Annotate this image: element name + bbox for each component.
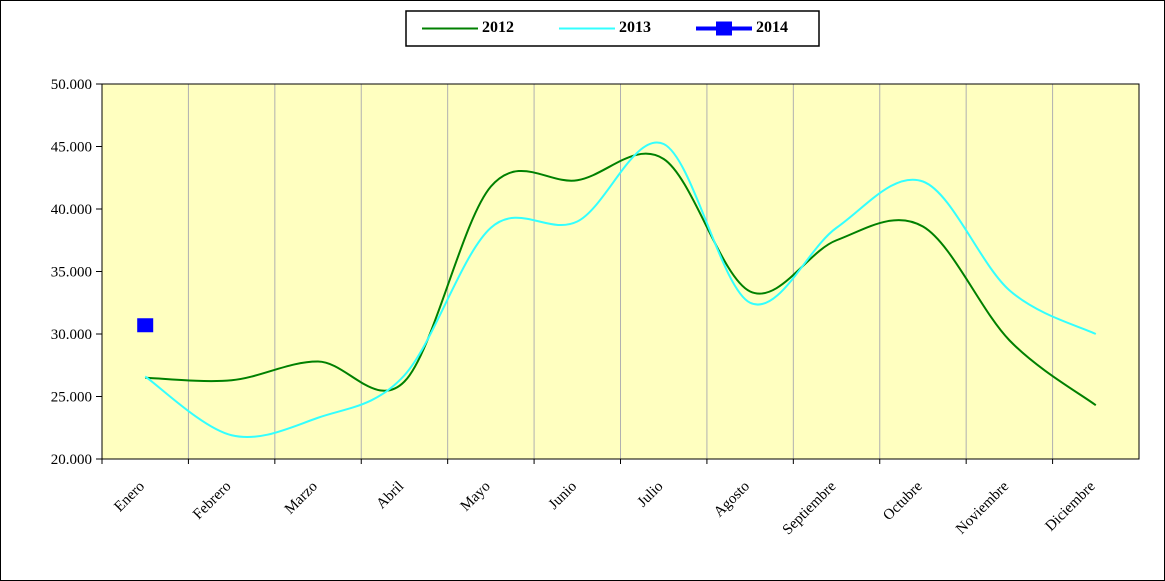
plot-border: [101, 83, 1140, 460]
y-tick-label: 20.000: [51, 452, 92, 468]
grid: [96, 83, 1054, 464]
legend-label: 2013: [619, 19, 651, 36]
y-tick-label: 25.000: [51, 390, 92, 406]
point-marker: [137, 318, 154, 333]
legend-label: 2014: [756, 19, 788, 36]
y-tick-label: 30.000: [51, 327, 92, 343]
y-tick-label: 45.000: [51, 140, 92, 156]
legend-items: 2012 2013 2014: [422, 19, 788, 36]
y-tick-label: 35.000: [51, 265, 92, 281]
y-tick-label: 40.000: [51, 202, 92, 218]
lines: [137, 141, 1097, 439]
series-line: [145, 152, 1097, 407]
series-line: [144, 141, 1097, 439]
y-tick-label: 50.000: [51, 77, 92, 93]
legend-label: 2012: [482, 19, 514, 36]
legend-marker: [716, 21, 732, 36]
